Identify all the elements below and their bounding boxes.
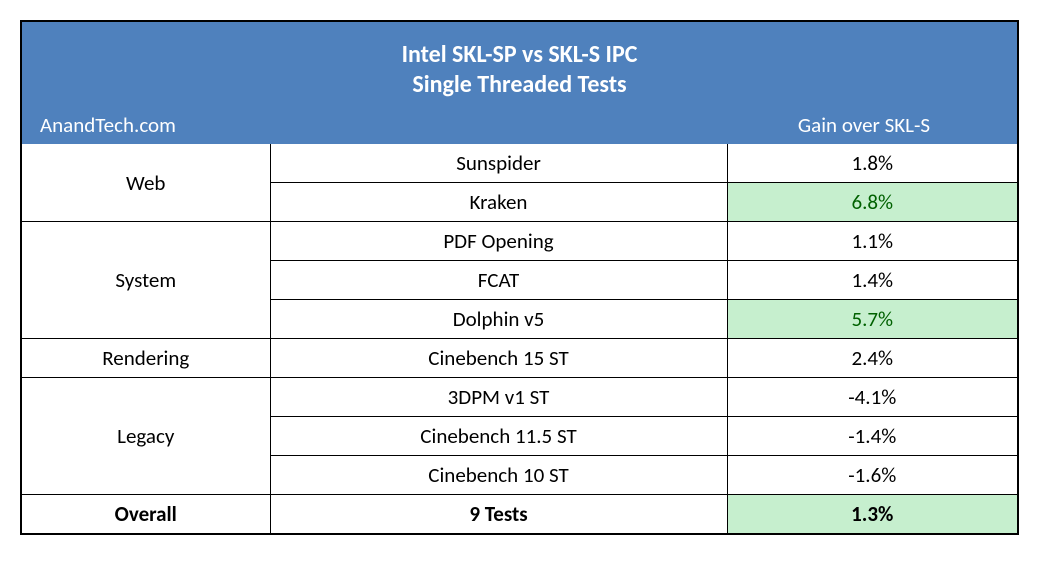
data-table: WebSunspider1.8%Kraken6.8%SystemPDF Open… bbox=[22, 144, 1017, 533]
gain-cell: -1.6% bbox=[727, 456, 1017, 495]
gain-column-label: Gain over SKL-S bbox=[719, 112, 1009, 138]
gain-cell: 1.8% bbox=[727, 144, 1017, 183]
gain-cell: -1.4% bbox=[727, 417, 1017, 456]
source-label: AnandTech.com bbox=[40, 112, 288, 138]
test-cell: Cinebench 15 ST bbox=[270, 339, 727, 378]
table-row: WebSunspider1.8% bbox=[22, 144, 1017, 183]
category-cell: Web bbox=[22, 144, 270, 222]
header-labels-row: AnandTech.com Gain over SKL-S bbox=[22, 110, 1017, 144]
test-cell: Dolphin v5 bbox=[270, 300, 727, 339]
ipc-comparison-table: Intel SKL-SP vs SKL-S IPC Single Threade… bbox=[20, 20, 1019, 535]
test-cell: 3DPM v1 ST bbox=[270, 378, 727, 417]
title-line-1: Intel SKL-SP vs SKL-S IPC bbox=[22, 40, 1017, 70]
overall-label: Overall bbox=[22, 495, 270, 534]
gain-cell: -4.1% bbox=[727, 378, 1017, 417]
category-cell: Rendering bbox=[22, 339, 270, 378]
table-row: SystemPDF Opening1.1% bbox=[22, 222, 1017, 261]
test-cell: Kraken bbox=[270, 183, 727, 222]
test-cell: Cinebench 11.5 ST bbox=[270, 417, 727, 456]
gain-cell: 6.8% bbox=[727, 183, 1017, 222]
category-cell: Legacy bbox=[22, 378, 270, 495]
test-cell: Sunspider bbox=[270, 144, 727, 183]
test-cell: FCAT bbox=[270, 261, 727, 300]
table-row: Legacy3DPM v1 ST-4.1% bbox=[22, 378, 1017, 417]
test-cell: Cinebench 10 ST bbox=[270, 456, 727, 495]
overall-gain: 1.3% bbox=[727, 495, 1017, 534]
table-header: Intel SKL-SP vs SKL-S IPC Single Threade… bbox=[22, 22, 1017, 144]
gain-cell: 5.7% bbox=[727, 300, 1017, 339]
gain-cell: 2.4% bbox=[727, 339, 1017, 378]
category-cell: System bbox=[22, 222, 270, 339]
gain-cell: 1.4% bbox=[727, 261, 1017, 300]
title-line-2: Single Threaded Tests bbox=[22, 70, 1017, 100]
overall-row: Overall9 Tests1.3% bbox=[22, 495, 1017, 534]
test-cell: PDF Opening bbox=[270, 222, 727, 261]
gain-cell: 1.1% bbox=[727, 222, 1017, 261]
overall-tests: 9 Tests bbox=[270, 495, 727, 534]
table-row: RenderingCinebench 15 ST2.4% bbox=[22, 339, 1017, 378]
